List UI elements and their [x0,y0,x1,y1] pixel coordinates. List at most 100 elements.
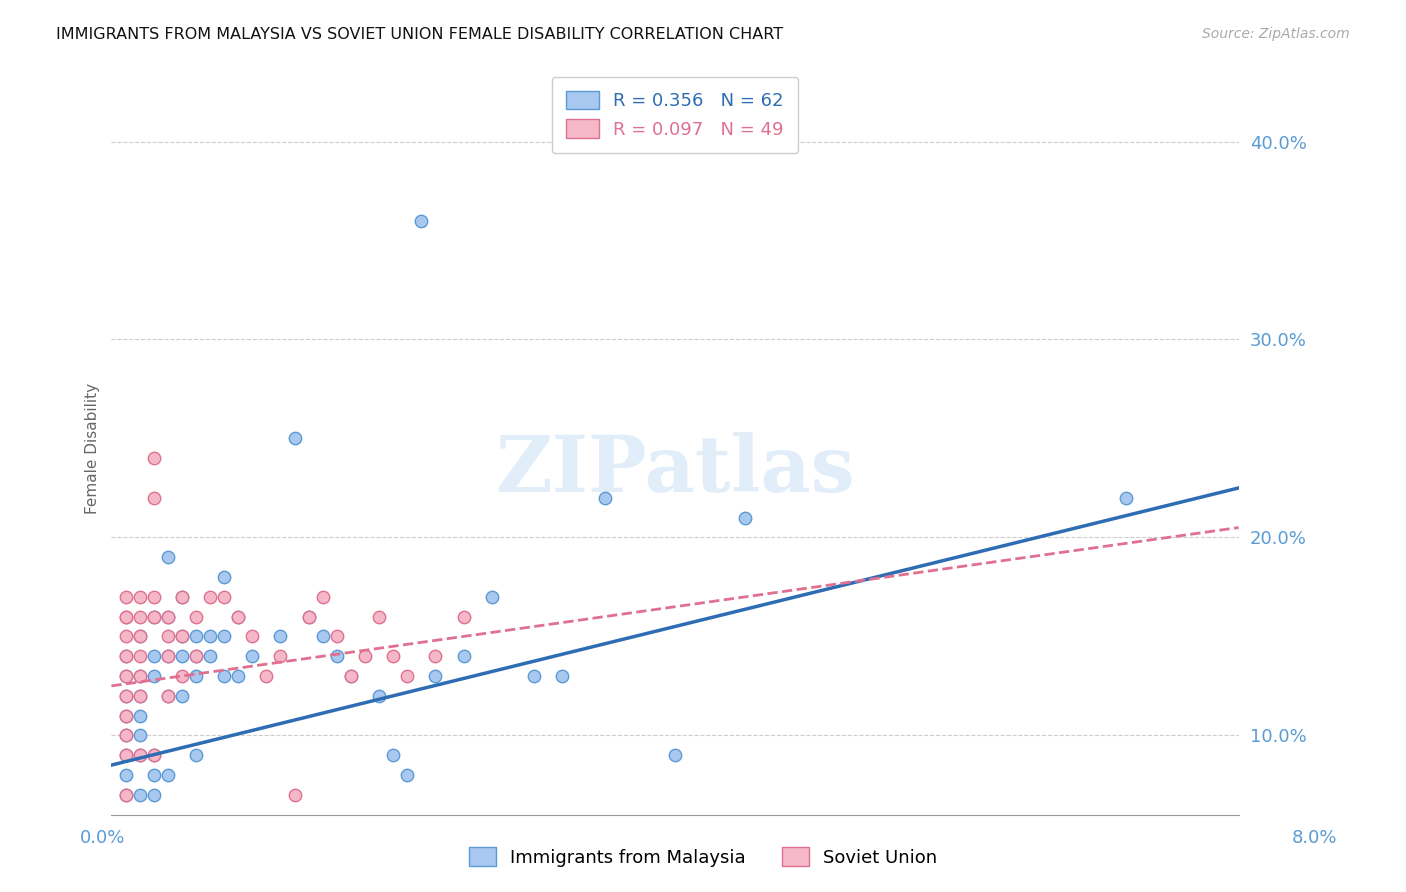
Point [425,669,447,683]
Point [212,629,235,643]
Point [226,669,249,683]
Point [114,748,136,763]
Point [326,629,349,643]
Point [551,669,574,683]
Point [156,609,179,624]
Point [326,649,349,664]
Point [142,590,165,604]
Point [114,728,136,742]
Point [128,708,150,723]
Point [142,491,165,505]
Point [226,609,249,624]
Point [226,609,249,624]
Point [142,609,165,624]
Legend: R = 0.356   N = 62, R = 0.097   N = 49: R = 0.356 N = 62, R = 0.097 N = 49 [553,77,799,153]
Point [114,649,136,664]
Point [114,748,136,763]
Point [156,689,179,703]
Point [114,689,136,703]
Point [114,708,136,723]
Point [411,213,433,227]
Point [142,451,165,466]
Point [128,609,150,624]
Text: 0.0%: 0.0% [80,829,125,847]
Point [142,609,165,624]
Point [270,629,292,643]
Point [340,669,363,683]
Point [1115,491,1137,505]
Point [354,649,377,664]
Point [114,768,136,782]
Point [382,748,405,763]
Point [142,669,165,683]
Text: ZIPatlas: ZIPatlas [495,433,855,508]
Point [114,788,136,802]
Point [128,788,150,802]
Point [114,629,136,643]
Point [156,649,179,664]
Point [128,689,150,703]
Point [198,590,221,604]
Point [128,689,150,703]
Point [156,550,179,565]
Point [593,491,616,505]
Point [142,748,165,763]
Point [382,649,405,664]
Point [481,590,503,604]
Point [156,768,179,782]
Point [142,788,165,802]
Point [396,669,419,683]
Point [240,629,263,643]
Point [128,669,150,683]
Point [212,570,235,584]
Point [312,590,335,604]
Point [368,609,391,624]
Point [184,649,207,664]
Point [170,629,193,643]
Point [212,590,235,604]
Point [184,748,207,763]
Y-axis label: Female Disability: Female Disability [86,383,100,514]
Point [156,649,179,664]
Point [184,669,207,683]
Point [114,689,136,703]
Point [128,629,150,643]
Point [128,748,150,763]
Point [184,649,207,664]
Point [128,629,150,643]
Point [184,609,207,624]
Point [198,649,221,664]
Text: 8.0%: 8.0% [1292,829,1337,847]
Point [170,689,193,703]
Point [425,649,447,664]
Point [664,748,686,763]
Point [453,609,475,624]
Point [212,669,235,683]
Point [114,728,136,742]
Point [114,609,136,624]
Point [128,649,150,664]
Point [128,590,150,604]
Point [734,510,756,524]
Point [298,609,321,624]
Point [523,669,546,683]
Point [270,649,292,664]
Point [284,788,307,802]
Point [156,629,179,643]
Point [184,629,207,643]
Legend: Immigrants from Malaysia, Soviet Union: Immigrants from Malaysia, Soviet Union [461,840,945,874]
Point [254,669,277,683]
Point [240,649,263,664]
Point [128,748,150,763]
Point [368,689,391,703]
Point [170,590,193,604]
Point [170,629,193,643]
Point [114,669,136,683]
Point [114,609,136,624]
Point [114,669,136,683]
Point [284,432,307,446]
Point [142,748,165,763]
Point [312,629,335,643]
Point [170,669,193,683]
Point [396,768,419,782]
